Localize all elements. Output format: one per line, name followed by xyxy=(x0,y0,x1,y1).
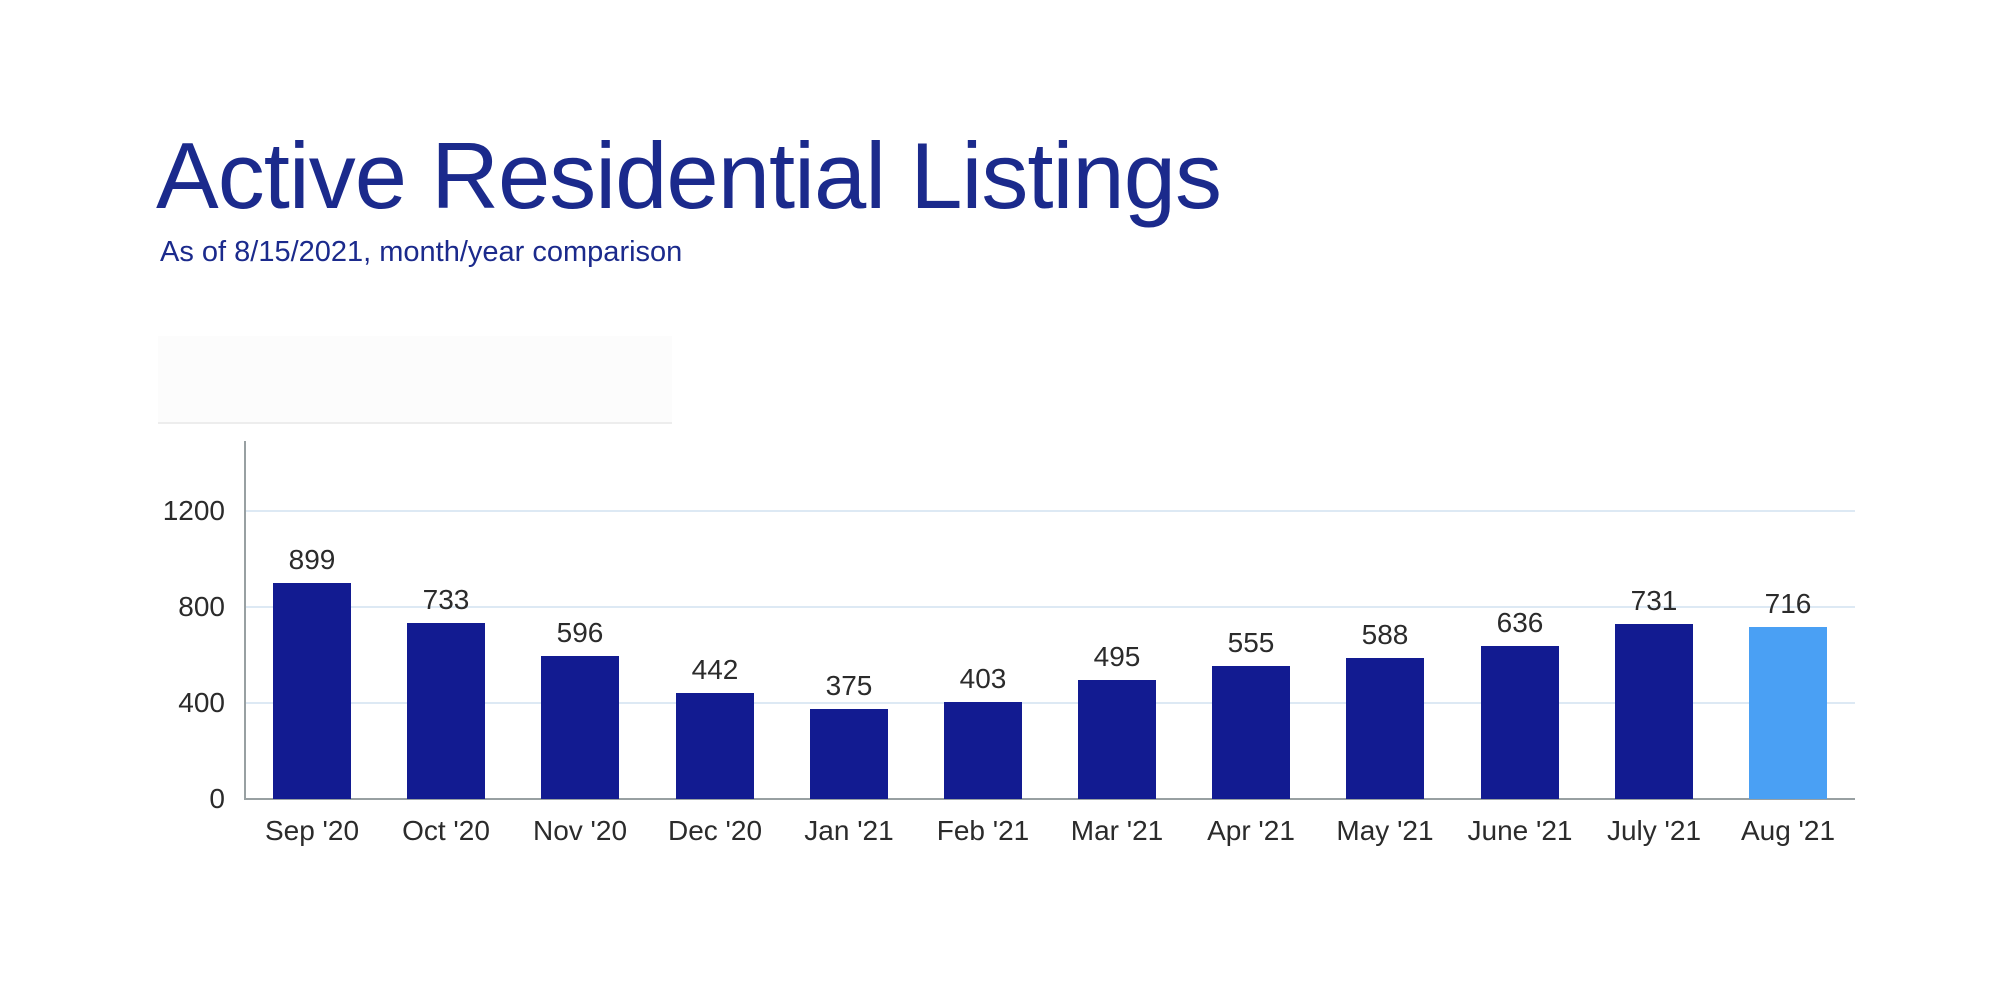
bar-value-label: 733 xyxy=(422,584,470,615)
bar-dec-20 xyxy=(676,693,754,799)
bar-oct-20 xyxy=(407,623,485,799)
bar-value-label: 375 xyxy=(825,670,873,701)
x-axis-label: Apr '21 xyxy=(1207,815,1295,846)
gridline xyxy=(245,606,1855,608)
bar-may-21 xyxy=(1346,658,1424,799)
bar-aug-21 xyxy=(1749,627,1827,799)
bar-july-21 xyxy=(1615,624,1693,799)
y-axis-tick-label: 0 xyxy=(209,783,225,814)
x-axis-line xyxy=(244,798,1855,800)
bar-nov-20 xyxy=(541,656,619,799)
bar-value-label: 403 xyxy=(959,663,1007,694)
bar-value-label: 596 xyxy=(556,617,604,648)
bar-sep-20 xyxy=(273,583,351,799)
bar-apr-21 xyxy=(1212,666,1290,799)
x-axis-label: July '21 xyxy=(1606,815,1702,846)
x-axis-label: Mar '21 xyxy=(1070,815,1164,846)
x-axis-label: Dec '20 xyxy=(667,815,763,846)
background-artifact xyxy=(158,336,672,424)
bar-jan-21 xyxy=(810,709,888,799)
y-axis-tick-label: 1200 xyxy=(162,495,225,526)
bar-value-label: 716 xyxy=(1764,588,1812,619)
gridline xyxy=(245,702,1855,704)
y-axis-tick-label: 800 xyxy=(178,591,225,622)
gridline xyxy=(245,510,1855,512)
x-axis-label: June '21 xyxy=(1467,815,1573,846)
bar-mar-21 xyxy=(1078,680,1156,799)
x-axis-label: Aug '21 xyxy=(1740,815,1836,846)
page-subtitle: As of 8/15/2021, month/year comparison xyxy=(160,236,683,268)
y-axis-tick-label: 400 xyxy=(178,687,225,718)
bar-value-label: 442 xyxy=(691,654,739,685)
x-axis-label: Jan '21 xyxy=(804,815,894,846)
bar-value-label: 731 xyxy=(1630,585,1678,616)
page-title: Active Residential Listings xyxy=(156,123,1222,228)
x-axis-label: Oct '20 xyxy=(402,815,490,846)
bar-value-label: 555 xyxy=(1227,627,1275,658)
bar-value-label: 899 xyxy=(288,544,336,575)
bar-value-label: 588 xyxy=(1361,619,1409,650)
bar-value-label: 636 xyxy=(1496,607,1544,638)
x-axis-label: Nov '20 xyxy=(532,815,628,846)
y-axis-line xyxy=(244,441,246,800)
x-axis-label: Feb '21 xyxy=(936,815,1030,846)
x-axis-label: May '21 xyxy=(1336,815,1434,846)
bar-value-label: 495 xyxy=(1093,641,1141,672)
bar-feb-21 xyxy=(944,702,1022,799)
bar-june-21 xyxy=(1481,646,1559,799)
x-axis-label: Sep '20 xyxy=(264,815,360,846)
